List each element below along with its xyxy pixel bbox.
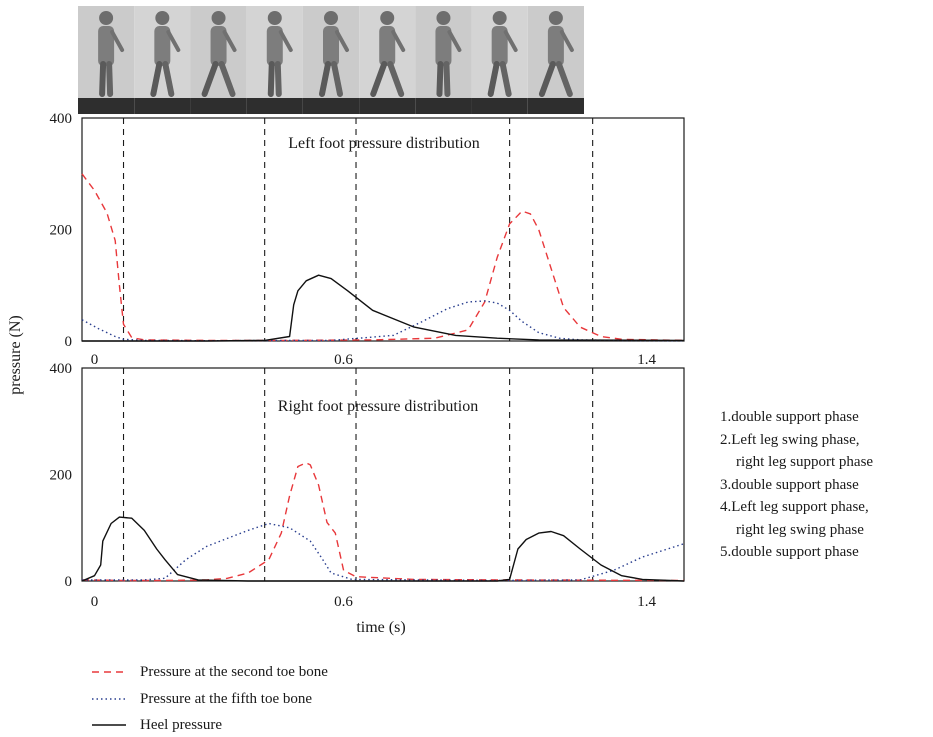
left-second-toe-line: [81, 173, 685, 342]
photo-frame: [359, 6, 416, 114]
phase-note-5: 5.double support phase: [720, 544, 859, 560]
x-tick-label: 0: [91, 594, 99, 610]
legend-swatch-fifth-toe: [92, 698, 126, 700]
legend-item-second-toe: Pressure at the second toe bone: [92, 662, 328, 682]
x-tick-label: 0.6: [334, 594, 353, 610]
legend-label-second-toe: Pressure at the second toe bone: [140, 663, 328, 680]
phase-note-2: 2.Left leg swing phase,: [720, 432, 860, 448]
left-foot-plot: Left foot pressure distribution 0 200 400 0 0…: [7, 111, 685, 395]
phase-note-2b: right leg support phase: [736, 454, 874, 470]
y-tick-label: 400: [50, 361, 73, 377]
right-heel-line: [81, 516, 685, 582]
phase-note-1: 1.double support phase: [720, 409, 859, 425]
photo-frame: [527, 6, 584, 114]
right-fifth-toe-line: [82, 522, 685, 582]
photo-frame: [302, 6, 360, 114]
left-plot-title: Left foot pressure distribution: [288, 135, 480, 152]
photo-frame: [190, 6, 247, 114]
legend-swatch-second-toe: [92, 671, 126, 673]
legend-item-fifth-toe: Pressure at the fifth toe bone: [92, 689, 312, 709]
right-foot-plot: Right foot pressure distribution 0 200 400 0…: [50, 361, 685, 636]
y-axis-label: pressure (N): [7, 315, 24, 395]
photo-frame: [415, 6, 472, 114]
y-tick-label: 200: [50, 223, 73, 239]
x-tick-label: 0: [91, 352, 99, 368]
y-tick-label: 0: [65, 574, 73, 590]
walking-photo-strip: [78, 6, 584, 114]
y-tick-label: 200: [50, 468, 73, 484]
photo-frame: [134, 6, 191, 114]
left-heel-line: [82, 274, 685, 342]
legend-label-fifth-toe: Pressure at the fifth toe bone: [140, 690, 313, 707]
right-second-toe-line: [81, 462, 685, 582]
photo-frame: [246, 6, 303, 114]
legend-label-heel: Heel pressure: [140, 716, 223, 733]
legend-item-heel: Heel pressure: [92, 715, 222, 735]
x-tick-label: 1.4: [637, 594, 656, 610]
phase-note-4: 4.Left leg support phase,: [720, 499, 869, 515]
photo-frame: [471, 6, 528, 114]
x-tick-label: 1.4: [637, 352, 656, 368]
plot-frame: [81, 117, 685, 342]
photo-frame: [78, 6, 135, 114]
left-fifth-toe-line: [81, 300, 685, 342]
x-tick-label: 0.6: [334, 352, 353, 368]
phase-note-4b: right leg swing phase: [736, 522, 864, 538]
photo-frames: [78, 6, 584, 114]
right-plot-title: Right foot pressure distribution: [278, 398, 478, 415]
phase-note-3: 3.double support phase: [720, 477, 859, 493]
x-axis-label: time (s): [356, 619, 405, 636]
y-tick-label: 0: [65, 334, 73, 350]
y-tick-label: 400: [50, 111, 73, 127]
legend-swatch-heel: [92, 724, 126, 726]
